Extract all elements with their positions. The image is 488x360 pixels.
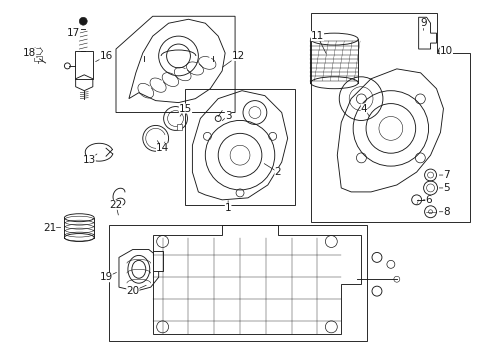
Text: 1: 1 xyxy=(224,203,231,213)
Text: 21: 21 xyxy=(43,222,56,233)
Text: 9: 9 xyxy=(419,18,426,28)
Text: 15: 15 xyxy=(179,104,192,113)
Text: 14: 14 xyxy=(156,143,169,153)
Text: 10: 10 xyxy=(439,46,452,56)
Text: 7: 7 xyxy=(442,170,449,180)
Bar xyxy=(75,51,93,79)
Text: 16: 16 xyxy=(99,51,112,61)
Bar xyxy=(152,251,163,271)
Text: 6: 6 xyxy=(425,195,431,205)
Text: 5: 5 xyxy=(442,183,449,193)
Bar xyxy=(156,145,163,151)
Bar xyxy=(176,125,182,130)
Text: 17: 17 xyxy=(66,28,80,38)
Text: 2: 2 xyxy=(274,167,281,177)
Circle shape xyxy=(79,17,87,25)
Text: 13: 13 xyxy=(82,155,96,165)
Text: 8: 8 xyxy=(442,207,449,217)
Text: 18: 18 xyxy=(23,48,36,58)
Text: 22: 22 xyxy=(109,200,122,210)
Text: 20: 20 xyxy=(126,286,139,296)
Text: 19: 19 xyxy=(99,272,112,282)
Text: 11: 11 xyxy=(310,31,324,41)
Text: 4: 4 xyxy=(360,104,366,113)
Bar xyxy=(34,56,41,61)
Text: 12: 12 xyxy=(231,51,244,61)
Text: 3: 3 xyxy=(224,111,231,121)
